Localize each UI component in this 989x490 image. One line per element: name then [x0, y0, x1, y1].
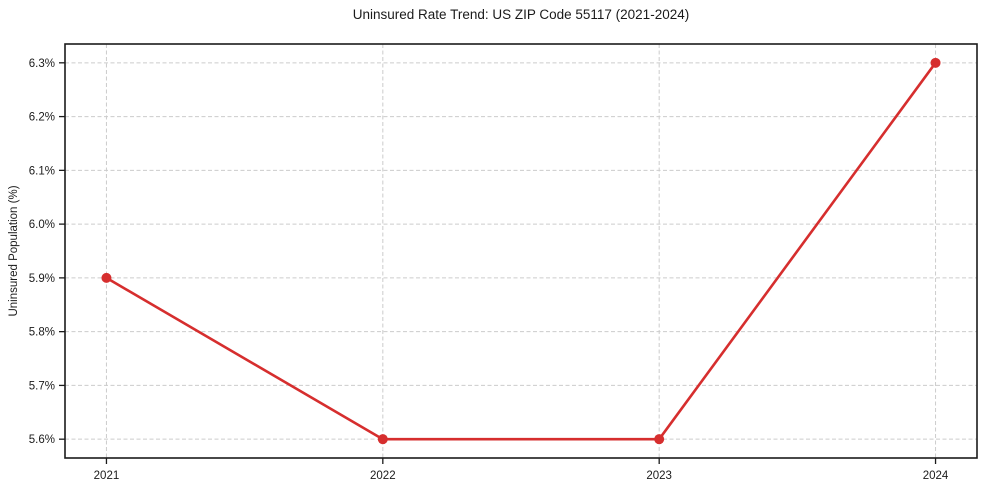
plot-border — [64, 43, 978, 459]
y-axis-title: Uninsured Population (%) — [8, 185, 20, 317]
x-tick-label: 2023 — [646, 470, 672, 482]
y-tick-label: 6.3% — [29, 58, 55, 70]
x-tick-label: 2022 — [370, 470, 396, 482]
y-tick-label: 5.7% — [29, 380, 55, 392]
chart-title: Uninsured Rate Trend: US ZIP Code 55117 … — [352, 7, 690, 22]
y-tick-label: 6.0% — [29, 219, 55, 231]
x-tick-label: 2024 — [923, 470, 949, 482]
data-point-marker — [654, 434, 665, 445]
trend-line — [105, 61, 937, 441]
y-tick-label: 5.9% — [29, 273, 55, 285]
data-point-marker — [101, 272, 112, 283]
data-point-marker — [377, 434, 388, 445]
data-point-marker — [930, 57, 941, 68]
y-tick-label: 6.2% — [29, 112, 55, 124]
y-tick-label: 6.1% — [29, 165, 55, 177]
y-tick-label: 5.6% — [29, 434, 55, 446]
x-tick-label: 2021 — [94, 470, 120, 482]
y-tick-label: 5.8% — [29, 327, 55, 339]
